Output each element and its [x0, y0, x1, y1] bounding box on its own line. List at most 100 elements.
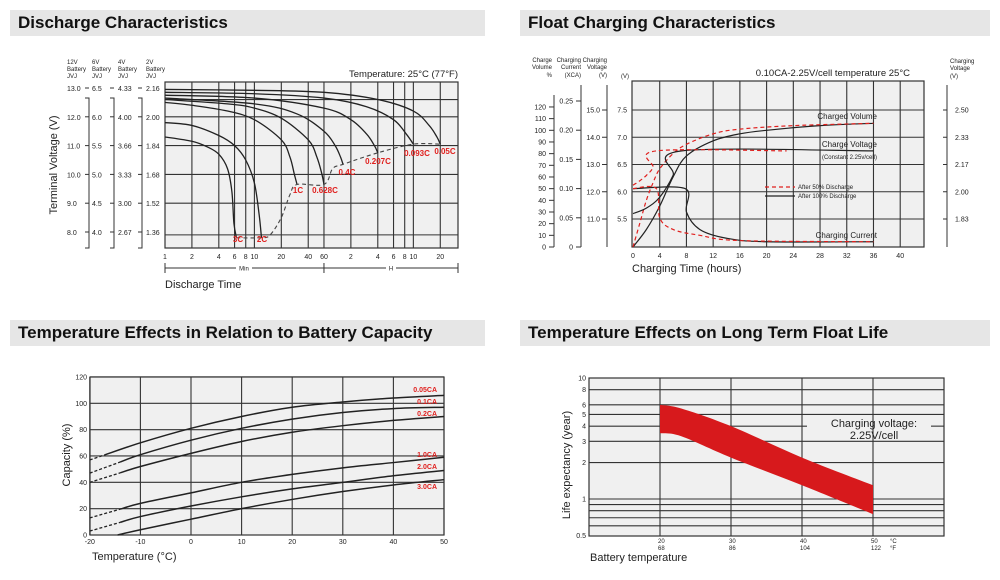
- y-tick-label: 5.5: [617, 217, 627, 224]
- axis-header: Charging: [950, 59, 974, 65]
- y-tick-label: 0.20: [559, 128, 573, 135]
- curve-label-charge-voltage: Charge Voltage: [822, 140, 878, 149]
- y-tick-label: 80: [79, 427, 87, 434]
- discharge-curve-1C: [164, 101, 298, 185]
- y-tick-label: 8.0: [67, 230, 77, 237]
- y-tick-label: 0: [569, 245, 573, 252]
- temperature-capacity-chart: [89, 376, 445, 536]
- x-tick-label: 4: [658, 253, 662, 260]
- x-tick-label-f: 86: [729, 546, 736, 552]
- y-tick-label: 20: [538, 221, 546, 228]
- y-tick-label: 0: [83, 533, 87, 540]
- y-tick-label: 40: [538, 198, 546, 205]
- y-tick-label: 60: [79, 453, 87, 460]
- axis-header: Battery: [118, 67, 137, 73]
- y-axis-label: Capacity (%): [61, 424, 73, 487]
- x-tick-label: 0: [631, 253, 635, 260]
- series-label: 0.2CA: [417, 411, 437, 418]
- rate-label: 3C: [233, 235, 243, 244]
- axis-header: Volume: [532, 65, 553, 71]
- discharge-chart: [85, 81, 459, 273]
- y-tick-label: 60: [538, 174, 546, 181]
- x-tick-label: 2: [190, 254, 194, 261]
- float-life-chart: [588, 377, 945, 537]
- discharge-curve-0.05C: [164, 88, 441, 145]
- axis-header: Charge: [532, 58, 552, 64]
- y-tick-label: 11.0: [587, 217, 600, 224]
- rate-label: 2C: [257, 235, 267, 244]
- axis-bracket: [110, 97, 115, 249]
- axis-header: 4V: [118, 60, 125, 66]
- rate-label: 0.4C: [339, 168, 356, 177]
- y-tick-label: 12.0: [67, 115, 81, 122]
- y-tick-label: 120: [75, 374, 87, 381]
- x-tick-label: 20: [277, 254, 285, 261]
- x-tick-label: 10: [409, 254, 417, 261]
- y-tick-label: 2.33: [955, 135, 969, 142]
- x-axis-label: Battery temperature: [590, 552, 687, 564]
- rate-label: 0.628C: [312, 186, 338, 195]
- x-tick-label: 16: [736, 253, 744, 260]
- capacity-curve-0.1CA: [119, 406, 445, 463]
- y-tick-label: 11.0: [67, 144, 80, 151]
- y-tick-label: 2.00: [146, 115, 160, 122]
- axis-header: Current: [561, 65, 581, 71]
- y-tick-label: 6: [582, 402, 586, 409]
- x-axis-label: Discharge Time: [165, 279, 241, 291]
- plot-area: [164, 81, 459, 249]
- y-tick-label: 1.52: [146, 201, 160, 208]
- y-tick-label: 0.10: [559, 186, 573, 193]
- y-tick-label: 10.0: [67, 172, 81, 179]
- curve-label-voltage-note: (Constant 2.25v/cell): [822, 155, 877, 161]
- x-tick-label: 24: [789, 253, 797, 260]
- capacity-curve-2.0CA: [119, 469, 445, 524]
- y-tick-label: 2.67: [118, 230, 132, 237]
- life-expectancy-band: [660, 404, 873, 515]
- unit-f: °F: [890, 546, 896, 552]
- x-tick-label-c: 30: [729, 539, 736, 545]
- y-tick-label: 110: [535, 116, 546, 123]
- y-tick-label: 3: [582, 439, 586, 446]
- axis-header: JVJ: [146, 74, 156, 80]
- x-tick-label: 20: [763, 253, 771, 260]
- y-tick-label: 10: [538, 233, 546, 240]
- series-label: 0.1CA: [417, 399, 437, 406]
- capacity-curve-dashed-0.05CA: [89, 454, 106, 461]
- y-tick-label: 3.33: [118, 172, 132, 179]
- y-tick-label: 1.83: [955, 217, 969, 224]
- axis-header: 6V: [92, 60, 99, 66]
- x-tick-label: 28: [816, 253, 824, 260]
- axis-bracket: [138, 97, 143, 249]
- x-tick-label: 30: [339, 539, 347, 546]
- title-float-charging: Float Charging Characteristics: [520, 10, 990, 36]
- x-tick-label: 60: [320, 254, 328, 261]
- y-tick-label: 6.5: [92, 86, 102, 93]
- x-tick-label: 40: [390, 539, 398, 546]
- y-tick-label: 4.00: [118, 115, 132, 122]
- y-tick-label: 5.0: [92, 172, 102, 179]
- y-tick-label: 100: [75, 401, 87, 408]
- discharge-curve-3C: [164, 136, 238, 238]
- y-tick-label: 13.0: [586, 162, 600, 169]
- y-tick-label: 3.00: [118, 201, 132, 208]
- x-tick-label-c: 20: [658, 539, 665, 545]
- axis-header: JVJ: [67, 74, 77, 80]
- x-tick-label: 10: [238, 539, 246, 546]
- y-tick-label: 2: [582, 460, 586, 467]
- x-tick-label: 40: [896, 253, 904, 260]
- curve-charging-current-after-100-discharge: [632, 186, 874, 243]
- axis-header: (V): [621, 74, 629, 80]
- temperature-note: Temperature: 25°C (77°F): [349, 69, 458, 80]
- axis-bracket: [85, 97, 90, 249]
- y-tick-label: 50: [538, 186, 546, 193]
- y-tick-label: 3.66: [118, 144, 132, 151]
- x-tick-label: 8: [403, 254, 407, 261]
- discharge-curve-0.4C: [164, 97, 344, 165]
- axis-header: Charging: [583, 58, 607, 64]
- axis-header: (XCA): [565, 73, 581, 79]
- capacity-curve-dashed-2.0CA: [89, 521, 121, 532]
- x-tick-label: 2: [349, 254, 353, 261]
- x-tick-label: -10: [135, 539, 145, 546]
- axis-header: JVJ: [92, 74, 102, 80]
